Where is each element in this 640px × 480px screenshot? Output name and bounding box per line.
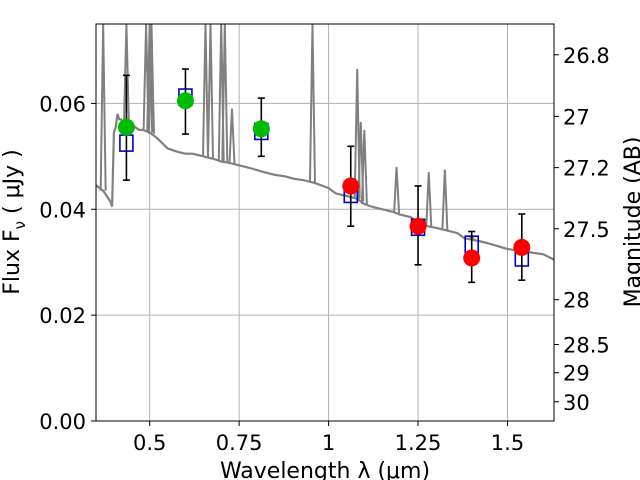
emission-line bbox=[122, 24, 130, 126]
emission-line bbox=[308, 24, 316, 183]
y-tick-label: 0.00 bbox=[39, 410, 86, 434]
emission-line bbox=[393, 166, 401, 214]
y-tick-label: 0.06 bbox=[39, 92, 86, 116]
x-tick-label: 0.5 bbox=[133, 431, 166, 455]
optical-point bbox=[117, 118, 135, 136]
nir-point bbox=[409, 217, 427, 235]
y-axis: 0.00 0.02 0.04 0.06 bbox=[39, 92, 96, 434]
emission-line bbox=[441, 169, 449, 231]
y-tick-label: 0.02 bbox=[39, 304, 86, 328]
x-tick-label: 1 bbox=[322, 431, 335, 455]
emission-line bbox=[201, 24, 209, 157]
y-axis-label: Flux Fν ( μJy ) bbox=[0, 149, 29, 294]
x-tick-label: 0.75 bbox=[216, 431, 263, 455]
emission-line bbox=[146, 24, 154, 133]
y2-tick-label: 27.2 bbox=[563, 157, 610, 181]
y2-axis-label: Magnitude (AB) bbox=[621, 137, 640, 308]
emission-line bbox=[425, 172, 433, 227]
plot-area bbox=[96, 24, 554, 284]
y2-tick-label: 28.5 bbox=[563, 333, 610, 357]
emission-line bbox=[207, 24, 214, 159]
emission-line bbox=[147, 24, 155, 134]
grid-lines bbox=[96, 24, 554, 422]
optical-point bbox=[176, 92, 194, 110]
y-axis-label-subscript: ν bbox=[11, 221, 29, 229]
y-axis-label-main: Flux F bbox=[0, 229, 25, 294]
emission-line bbox=[353, 68, 361, 199]
y-axis-label-unit: ( μJy ) bbox=[0, 149, 25, 221]
emission-line bbox=[228, 108, 236, 164]
y2-tick-label: 26.8 bbox=[563, 44, 610, 68]
y2-tick-label: 27 bbox=[563, 105, 590, 129]
nir-point bbox=[513, 238, 531, 256]
y2-tick-label: 27.5 bbox=[563, 218, 610, 242]
plot-frame bbox=[95, 23, 555, 422]
model-spectrum-line bbox=[96, 113, 554, 261]
x-axis-label: Wavelength λ (μm) bbox=[220, 459, 430, 480]
x-axis: 0.5 0.75 1 1.25 1.5 bbox=[133, 421, 524, 455]
y2-tick-label: 29 bbox=[563, 362, 590, 386]
x-tick-label: 1.5 bbox=[491, 431, 524, 455]
y2-axis: 26.8 27 27.2 27.5 28 28.5 29 30 bbox=[554, 44, 610, 415]
emission-line bbox=[360, 129, 368, 205]
y2-tick-label: 28 bbox=[563, 289, 590, 313]
emission-line bbox=[221, 24, 229, 163]
nir-point bbox=[463, 249, 481, 267]
x-tick-label: 1.25 bbox=[395, 431, 442, 455]
y-tick-label: 0.04 bbox=[39, 198, 86, 222]
optical-point bbox=[252, 120, 270, 138]
nir-point bbox=[342, 177, 360, 195]
y2-tick-label: 30 bbox=[563, 391, 590, 415]
emission-line bbox=[99, 24, 107, 191]
